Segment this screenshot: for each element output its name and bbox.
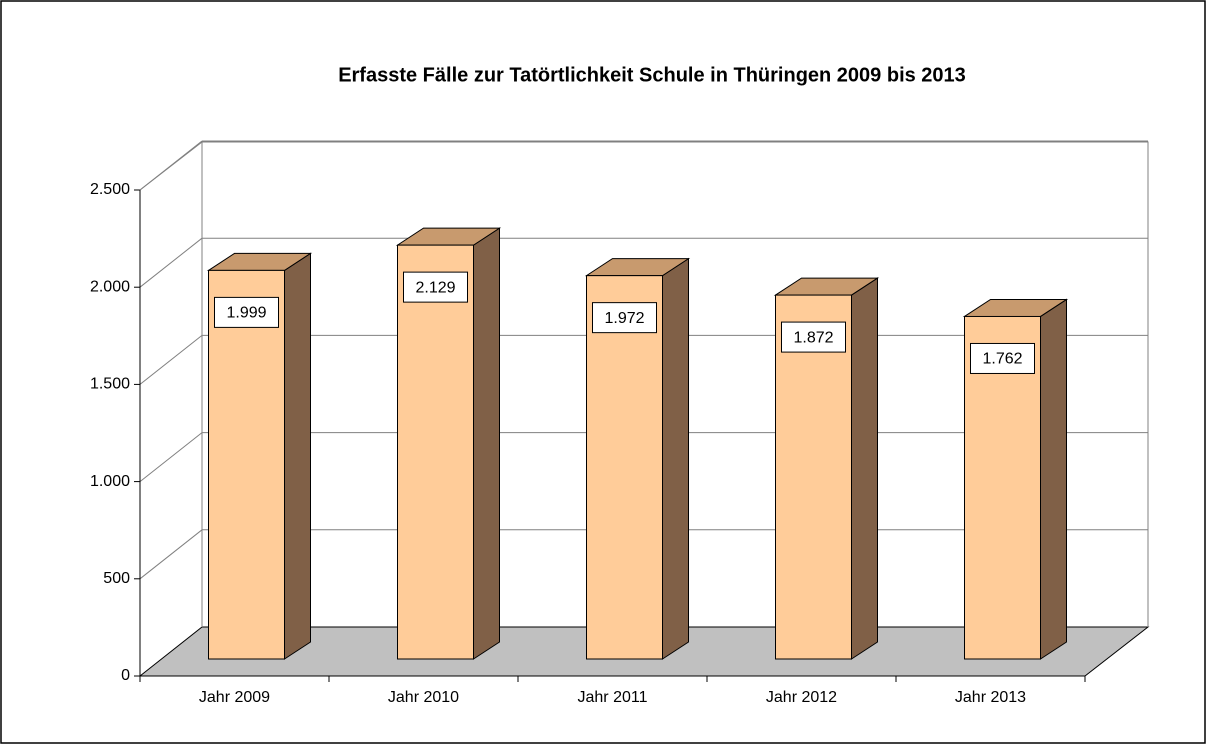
bar-side (662, 257, 689, 660)
y-tick-label: 2.500 (90, 181, 130, 198)
bar (775, 294, 852, 660)
bar-side (284, 252, 311, 660)
y-tick-label: 2.000 (90, 278, 130, 295)
value-label-box (592, 302, 657, 334)
value-label: 1.972 (604, 310, 644, 327)
value-label: 1.762 (982, 351, 1022, 368)
grid-line (139, 335, 203, 385)
grid-line (139, 432, 203, 482)
y-tick-label: 500 (103, 570, 130, 587)
bar (208, 269, 285, 660)
value-label-box (403, 271, 468, 303)
bar-side (851, 277, 878, 660)
value-label-box (781, 321, 846, 353)
value-label-box (970, 342, 1035, 374)
y-tick-label: 1.000 (90, 473, 130, 490)
bar-side (1040, 298, 1067, 660)
value-label: 1.999 (226, 305, 266, 322)
grid-line (139, 237, 203, 288)
value-label-box (214, 296, 279, 328)
x-tick-label: Jahr 2010 (388, 689, 459, 706)
back-wall (202, 141, 1149, 627)
grid-line (139, 529, 203, 580)
y-tick-label: 1.500 (90, 376, 130, 393)
x-tick-label: Jahr 2013 (955, 689, 1026, 706)
x-tick-label: Jahr 2009 (199, 689, 270, 706)
value-label: 1.872 (793, 329, 833, 346)
bar (397, 244, 474, 660)
value-label: 2.129 (415, 279, 455, 296)
x-tick-label: Jahr 2011 (578, 689, 648, 706)
y-tick-label: 0 (121, 667, 130, 684)
grid-line (139, 140, 203, 191)
bar (586, 275, 663, 660)
bar-side (473, 227, 500, 660)
chart-title: Erfasste Fälle zur Tatörtlichkeit Schule… (338, 64, 966, 86)
x-tick-label: Jahr 2012 (766, 689, 837, 706)
